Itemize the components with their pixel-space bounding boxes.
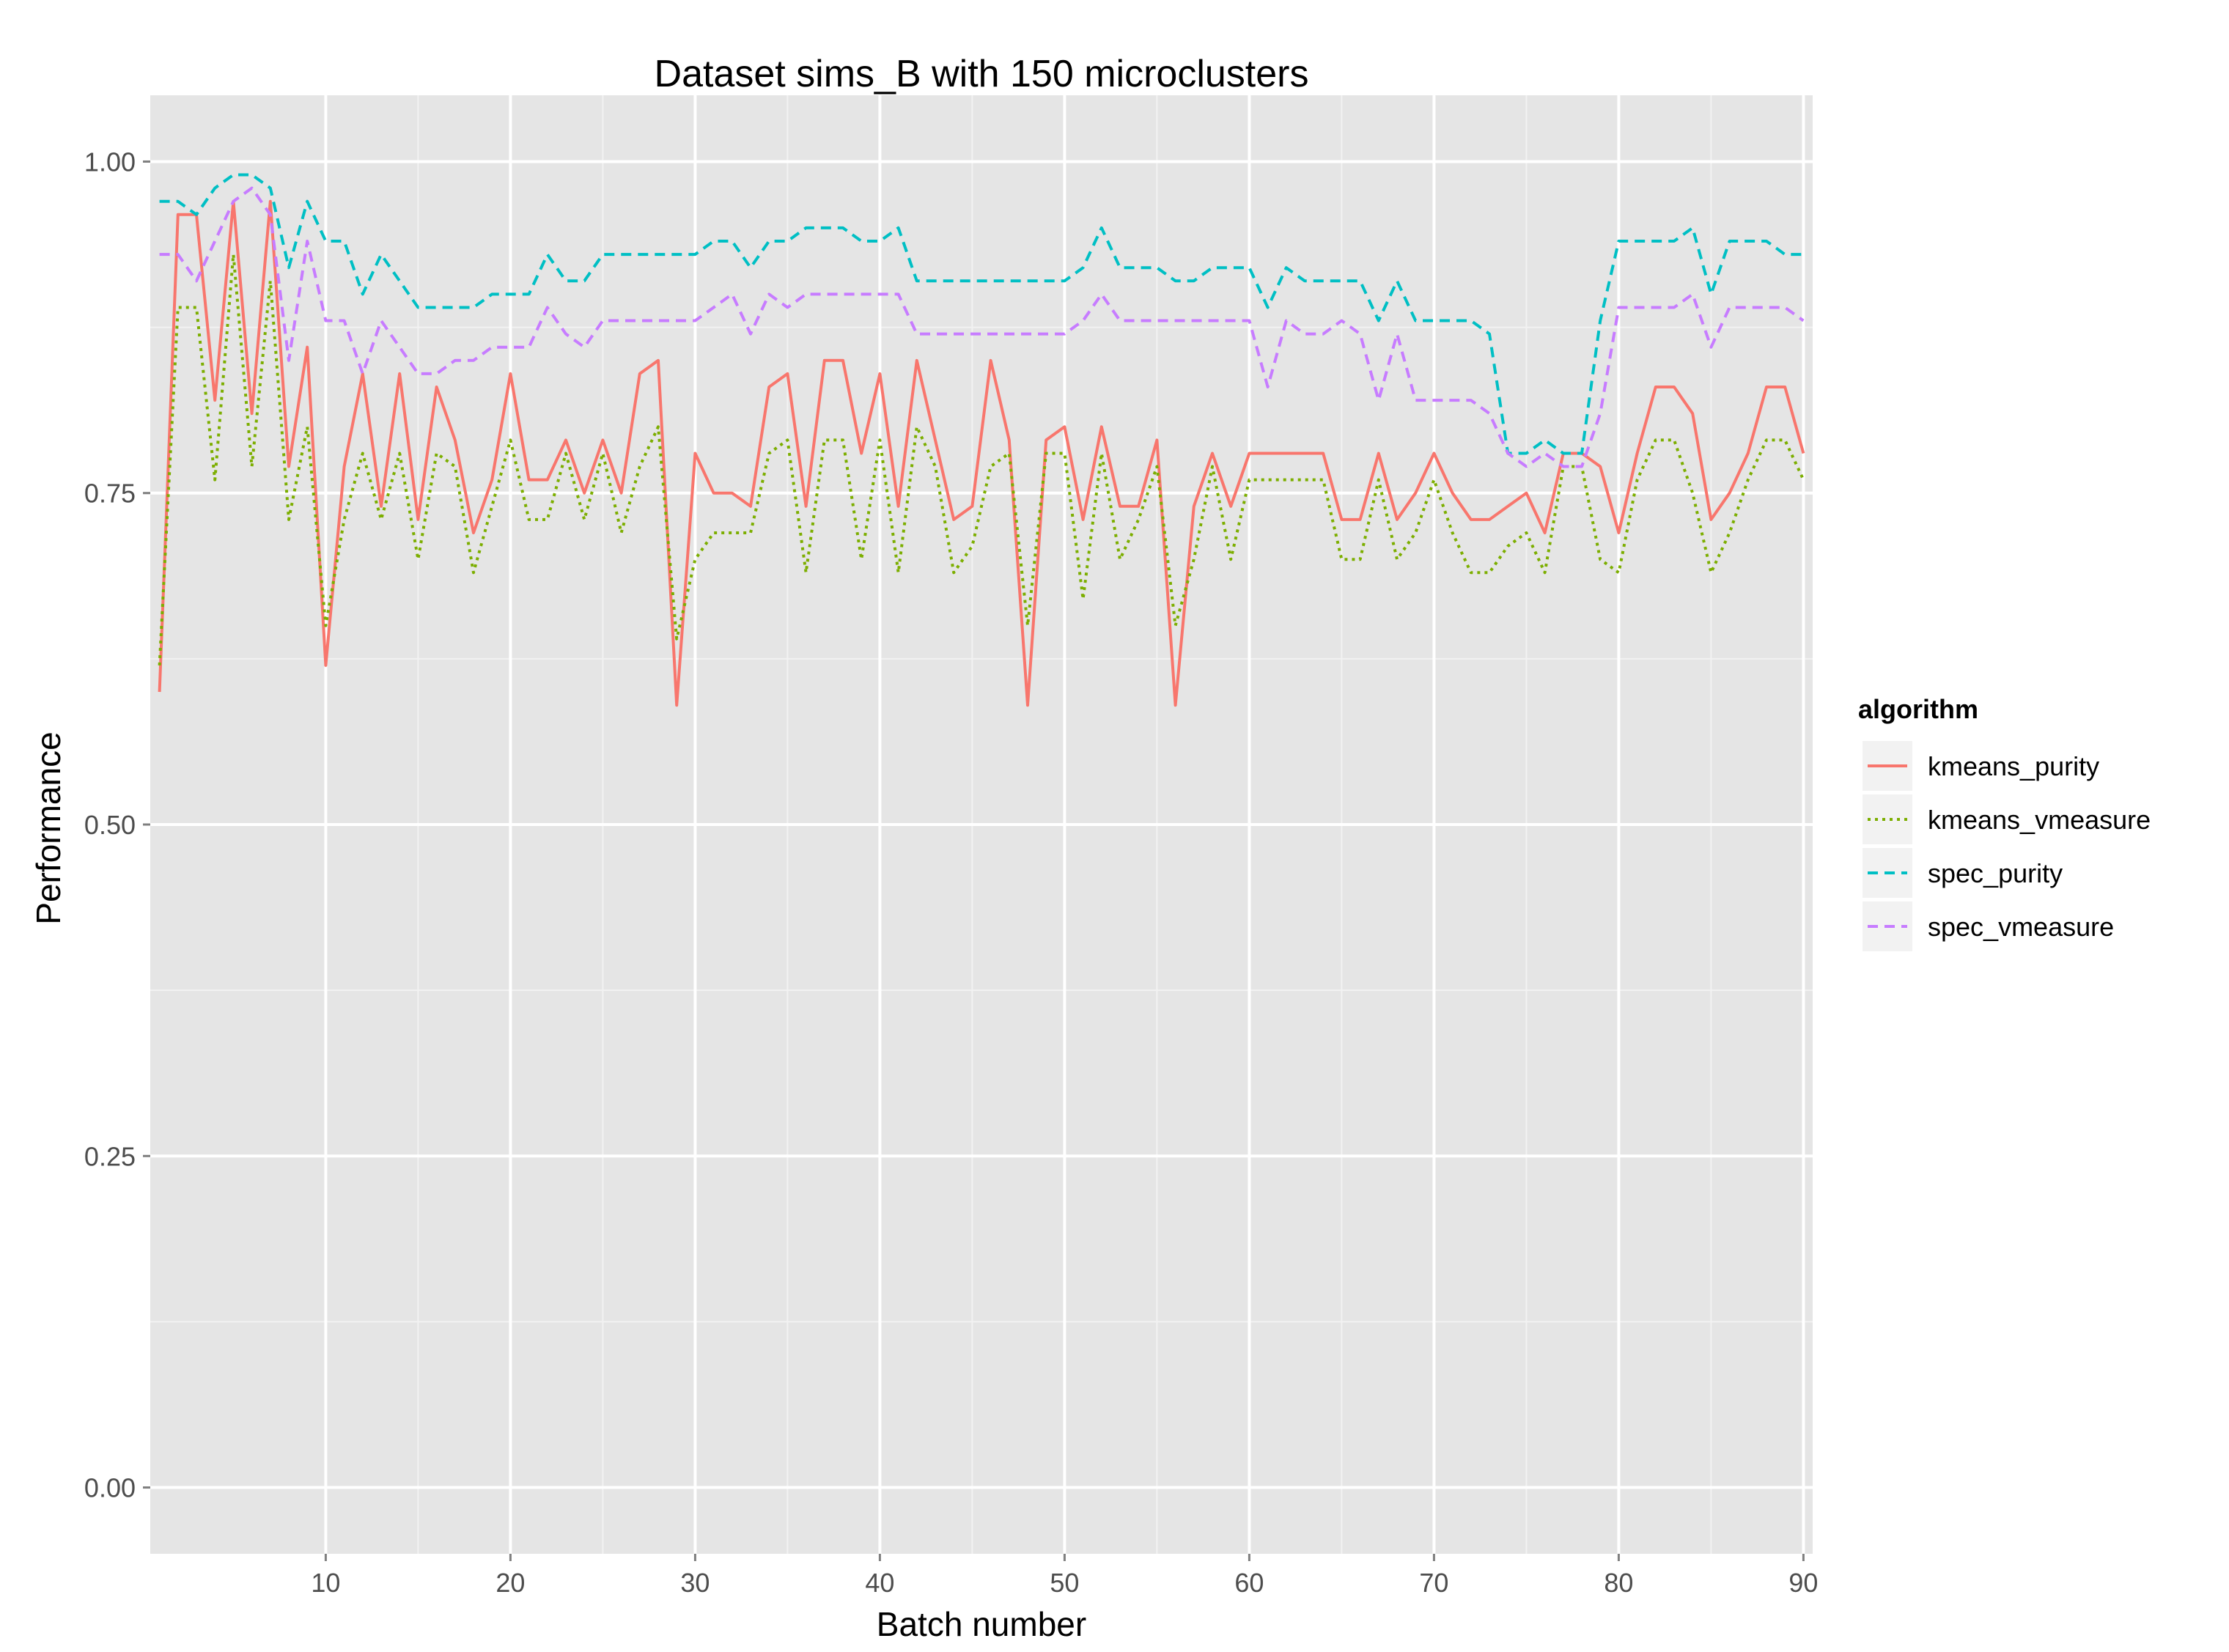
y-tick-label: 0.00 — [84, 1473, 136, 1503]
legend-title: algorithm — [1858, 694, 1978, 724]
y-tick-label: 1.00 — [84, 147, 136, 177]
y-tick-label: 0.50 — [84, 810, 136, 840]
x-tick-label: 40 — [865, 1568, 894, 1598]
legend-label-spec-vmeasure: spec_vmeasure — [1928, 912, 2114, 942]
x-tick-label: 50 — [1050, 1568, 1079, 1598]
x-tick-label: 20 — [495, 1568, 525, 1598]
x-axis-title: Batch number — [877, 1605, 1086, 1643]
x-tick-label: 60 — [1234, 1568, 1264, 1598]
x-tick-label: 70 — [1419, 1568, 1448, 1598]
grid-major — [150, 95, 1813, 1554]
x-tick-label: 80 — [1604, 1568, 1633, 1598]
series-line-kmeans-purity — [158, 199, 1805, 707]
x-tick-label: 90 — [1788, 1568, 1818, 1598]
legend-label-spec-purity: spec_purity — [1928, 858, 2063, 888]
x-tick-label: 10 — [311, 1568, 340, 1598]
legend-items: kmeans_purity kmeans_vmeasure spec_puritys… — [1861, 740, 2151, 953]
y-tick-label: 0.25 — [84, 1141, 136, 1171]
legend-label-kmeans-vmeasure: kmeans_vmeasure — [1928, 805, 2151, 835]
x-tick-label: 30 — [680, 1568, 710, 1598]
y-axis: 0.00 0.25 0.50 0.75 1.00 — [84, 147, 150, 1503]
series-layer — [158, 173, 1805, 707]
y-tick-label: 0.75 — [84, 479, 136, 509]
series-line-kmeans-vmeasure — [158, 253, 1805, 666]
chart-title: Dataset sims_B with 150 microclusters — [655, 53, 1309, 95]
legend: algorithm kmeans_purity kmeans_vmeasuresp… — [1858, 694, 2151, 953]
legend-label-kmeans-purity: kmeans_purity — [1928, 751, 2099, 781]
y-axis-title: Performance — [29, 731, 67, 924]
series-line-spec-purity — [159, 173, 1804, 455]
x-axis: 10 20 30 40 50 60 70 80 90 — [311, 1554, 1818, 1598]
